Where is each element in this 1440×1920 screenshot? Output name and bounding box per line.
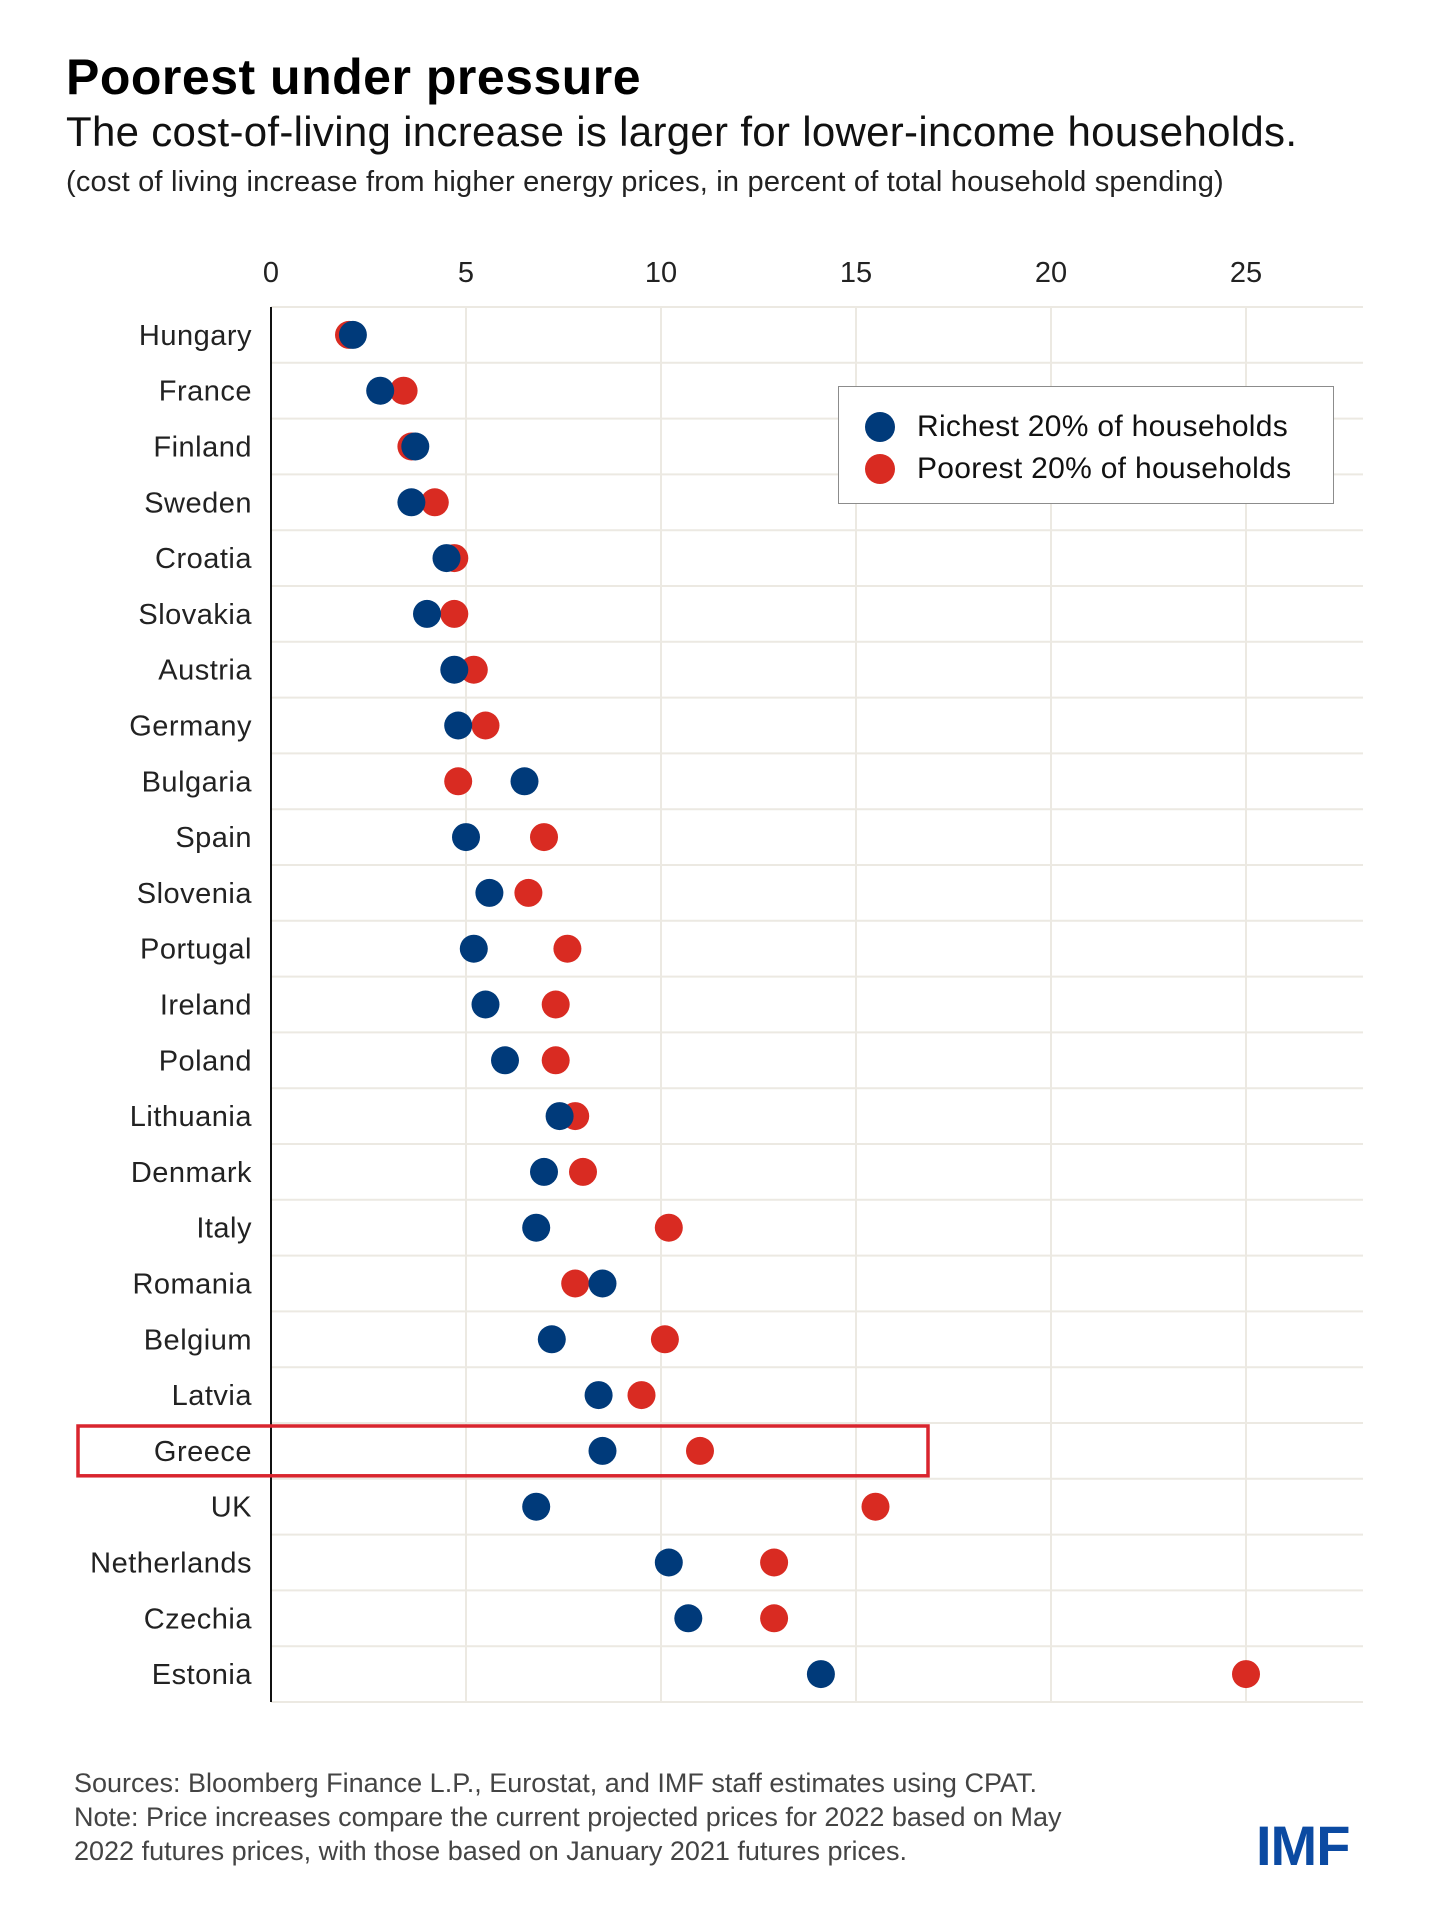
category-label: Denmark — [131, 1157, 252, 1189]
richest-dot — [530, 1157, 558, 1186]
category-label: Croatia — [155, 543, 252, 575]
richest-dot — [522, 1492, 551, 1521]
category-label: Germany — [129, 711, 252, 743]
data-points — [335, 320, 1260, 1689]
richest-dot — [674, 1604, 703, 1633]
x-tick-label: 15 — [840, 257, 872, 289]
category-label: Ireland — [160, 990, 252, 1022]
legend-label-richest: Richest 20% of households — [917, 410, 1289, 443]
category-label: Poland — [159, 1045, 252, 1077]
category-label: Slovakia — [138, 599, 252, 631]
richest-dot — [545, 1102, 574, 1131]
chart-subtitle: The cost-of-living increase is larger fo… — [66, 108, 1298, 155]
x-tick-label: 5 — [458, 257, 474, 289]
richest-dot — [440, 655, 469, 684]
category-label: Sweden — [144, 487, 252, 519]
category-label: Austria — [158, 655, 252, 687]
category-label: Czechia — [144, 1603, 253, 1635]
x-tick-label: 25 — [1230, 257, 1262, 289]
category-label: Portugal — [140, 934, 252, 966]
category-label: Netherlands — [90, 1548, 252, 1580]
legend-label-poorest: Poorest 20% of households — [917, 452, 1292, 485]
note-text-line-1: Note: Price increases compare the curren… — [74, 1802, 1062, 1832]
unit-note: (cost of living increase from higher ene… — [66, 166, 1224, 198]
richest-dot — [397, 488, 426, 517]
category-label: Slovenia — [137, 878, 253, 910]
poorest-dot — [760, 1548, 789, 1577]
x-tick-label: 20 — [1035, 257, 1067, 289]
category-label: France — [159, 376, 252, 408]
legend-marker-poorest — [865, 454, 895, 484]
richest-dot — [366, 376, 395, 405]
category-label: UK — [211, 1492, 252, 1524]
poorest-dot — [530, 823, 558, 852]
poorest-dot — [440, 599, 469, 628]
poorest-dot — [861, 1492, 890, 1521]
highlight-box-greece — [76, 1424, 930, 1478]
poorest-dot — [420, 488, 449, 517]
richest-dot — [444, 711, 473, 740]
richest-dot — [413, 599, 441, 628]
richest-dot — [588, 1269, 617, 1298]
category-label: Estonia — [152, 1659, 253, 1691]
poorest-dot — [569, 1157, 597, 1186]
x-axis-ticks: 0 5 10 15 20 25 — [263, 257, 1262, 289]
legend-marker-richest — [865, 412, 895, 442]
legend: Richest 20% of households Poorest 20% of… — [838, 386, 1334, 504]
poorest-dot — [561, 1269, 590, 1298]
poorest-dot — [1232, 1660, 1260, 1689]
highlight-layer — [76, 1424, 930, 1478]
poorest-dot — [541, 1046, 570, 1075]
poorest-dot — [686, 1436, 714, 1465]
category-label: Hungary — [139, 320, 252, 352]
richest-dot — [452, 823, 480, 852]
richest-dot — [537, 1325, 566, 1354]
legend-item-richest: Richest 20% of households — [865, 409, 1288, 445]
richest-dot — [432, 544, 461, 573]
category-label: Romania — [132, 1269, 252, 1301]
legend-item-poorest: Poorest 20% of households — [865, 451, 1291, 487]
richest-dot — [475, 878, 504, 907]
poorest-dot — [459, 655, 488, 684]
category-label: Belgium — [144, 1324, 252, 1356]
poorest-dot — [760, 1604, 789, 1633]
category-label: Italy — [196, 1213, 252, 1245]
poorest-dot — [514, 878, 543, 907]
sources-text: Sources: Bloomberg Finance L.P., Eurosta… — [74, 1768, 1037, 1798]
poorest-dot — [389, 376, 418, 405]
richest-dot — [471, 990, 500, 1019]
gridlines — [270, 306, 1363, 1703]
chart-title: Poorest under pressure — [66, 49, 642, 105]
x-tick-label: 10 — [645, 257, 677, 289]
imf-logo: IMF — [1256, 1814, 1350, 1877]
category-labels: Hungary France Finland Sweden Croatia Slovaki… — [90, 320, 252, 1691]
richest-dot — [510, 767, 539, 796]
poorest-dot — [654, 1213, 683, 1242]
richest-dot — [338, 320, 367, 349]
footer-notes: Sources: Bloomberg Finance L.P., Eurosta… — [74, 1766, 1062, 1868]
category-label: Latvia — [172, 1380, 253, 1412]
note-text-line-2: 2022 futures prices, with those based on… — [74, 1836, 907, 1866]
category-label: Spain — [175, 822, 252, 854]
dot-plot-chart: 0 5 10 15 20 25 Hungary France Finland Sweden Cro… — [76, 257, 1363, 1703]
category-label: Finland — [153, 432, 252, 464]
richest-dot — [588, 1436, 617, 1465]
poorest-dot — [471, 711, 500, 740]
category-label: Lithuania — [130, 1101, 253, 1133]
poorest-dot — [444, 767, 473, 796]
poorest-dot — [650, 1325, 679, 1354]
richest-dot — [654, 1548, 683, 1577]
category-label: Greece — [154, 1436, 252, 1468]
richest-dot — [459, 934, 488, 963]
richest-dot — [806, 1660, 835, 1689]
richest-dot — [401, 432, 430, 461]
category-label: Bulgaria — [142, 766, 253, 798]
richest-dot — [522, 1213, 551, 1242]
poorest-dot — [553, 934, 582, 963]
poorest-dot — [627, 1381, 656, 1410]
poorest-dot — [541, 990, 570, 1019]
richest-dot — [491, 1046, 519, 1075]
richest-dot — [584, 1381, 613, 1410]
x-tick-label: 0 — [263, 257, 279, 289]
